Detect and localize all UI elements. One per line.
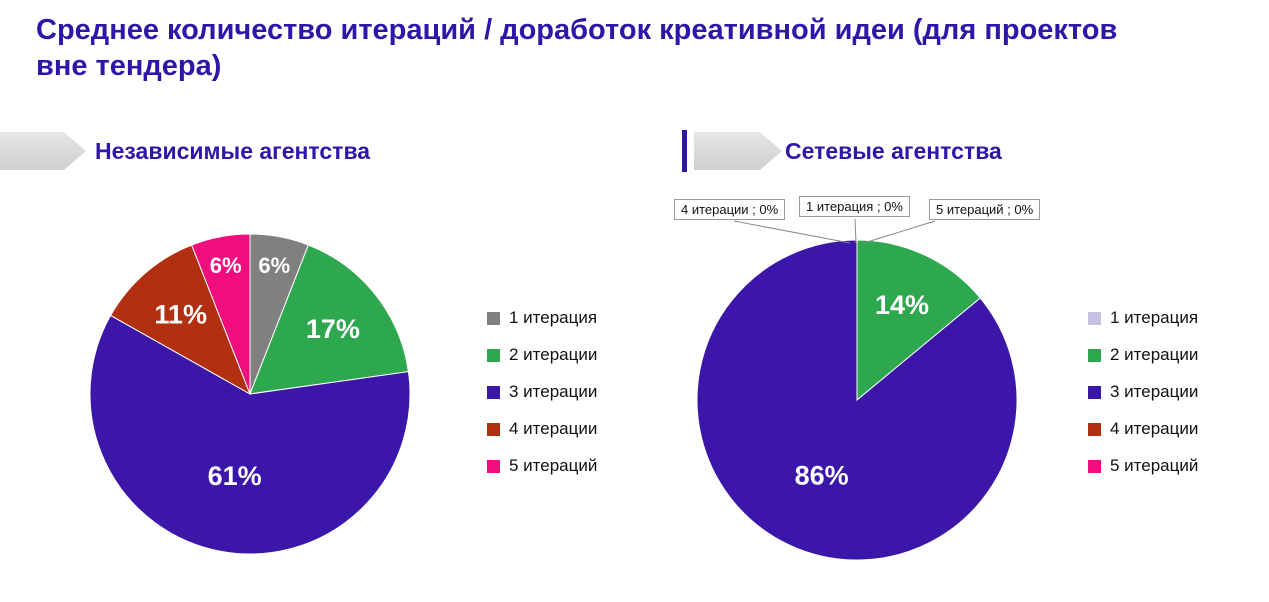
leader-line bbox=[854, 218, 857, 244]
legend-label: 4 итерации bbox=[509, 419, 598, 438]
legend-label: 5 итераций bbox=[509, 456, 598, 475]
pie-data-label: 14% bbox=[875, 290, 929, 320]
legend-label: 1 итерация bbox=[1110, 308, 1199, 327]
legend-swatch bbox=[487, 459, 500, 473]
legend-network: 1 итерация 2 итерации 3 итерации 4 итера… bbox=[1088, 306, 1198, 491]
legend-item: 2 итерации bbox=[487, 343, 597, 367]
legend-item: 1 итерация bbox=[1088, 306, 1198, 330]
legend-item: 4 итерации bbox=[487, 417, 597, 441]
legend-swatch bbox=[487, 311, 500, 325]
legend-swatch bbox=[487, 422, 500, 436]
pie-data-label: 6% bbox=[258, 253, 290, 278]
legend-item: 4 итерации bbox=[1088, 417, 1198, 441]
legend-item: 3 итерации bbox=[1088, 380, 1198, 404]
section-title-network: Сетевые агентства bbox=[785, 138, 1002, 164]
leader-line bbox=[863, 220, 936, 244]
legend-label: 3 итерации bbox=[1110, 382, 1199, 401]
legend-item: 5 итераций bbox=[1088, 454, 1198, 478]
pie-slice bbox=[109, 244, 251, 396]
pie-data-label: 61% bbox=[208, 461, 262, 491]
legend-item: 3 итерации bbox=[487, 380, 597, 404]
legend-swatch bbox=[1088, 385, 1101, 399]
banner-arrow-icon bbox=[694, 132, 782, 170]
legend-label: 2 итерации bbox=[1110, 345, 1199, 364]
banner-accent-bar bbox=[682, 130, 687, 172]
legend-label: 3 итерации bbox=[509, 382, 598, 401]
legend-swatch bbox=[487, 348, 500, 362]
legend-independent: 1 итерация 2 итерации 3 итерации 4 итера… bbox=[487, 306, 597, 491]
leader-line bbox=[733, 220, 851, 244]
legend-swatch bbox=[1088, 459, 1101, 473]
legend-label: 5 итераций bbox=[1110, 456, 1199, 475]
page-title: Среднее количество итераций / доработок … bbox=[36, 14, 1118, 83]
pie-slice bbox=[249, 244, 410, 395]
callout-leader-lines bbox=[733, 218, 936, 244]
legend-swatch bbox=[1088, 348, 1101, 362]
legend-label: 4 итерации bbox=[1110, 419, 1199, 438]
pie-data-label: 86% bbox=[795, 461, 849, 491]
pie-chart-independent: 6%17%61%11%6% bbox=[89, 233, 411, 555]
legend-item: 5 итераций bbox=[487, 454, 597, 478]
pie-slice bbox=[856, 239, 981, 402]
legend-swatch bbox=[487, 385, 500, 399]
section-title-independent: Независимые агентства bbox=[95, 138, 371, 164]
pie-slice bbox=[89, 314, 411, 555]
legend-swatch bbox=[1088, 311, 1101, 325]
pie-data-label: 17% bbox=[306, 314, 360, 344]
pie-data-label: 6% bbox=[210, 253, 242, 278]
legend-item: 1 итерация bbox=[487, 306, 597, 330]
legend-label: 1 итерация bbox=[509, 308, 598, 327]
legend-item: 2 итерации bbox=[1088, 343, 1198, 367]
callout-5-iterations: 5 итераций ; 0% bbox=[929, 199, 1041, 220]
pie-chart-network: 14% 86% bbox=[696, 239, 1018, 561]
callout-1-iteration: 1 итерация ; 0% bbox=[799, 196, 910, 217]
pie-slice bbox=[191, 233, 251, 395]
callout-4-iterations: 4 итерации ; 0% bbox=[674, 199, 786, 220]
legend-label: 2 итерации bbox=[509, 345, 598, 364]
pie-slice bbox=[696, 239, 1018, 561]
pie-data-label: 11% bbox=[154, 300, 207, 330]
banner-arrow-icon bbox=[0, 132, 86, 170]
legend-swatch bbox=[1088, 422, 1101, 436]
